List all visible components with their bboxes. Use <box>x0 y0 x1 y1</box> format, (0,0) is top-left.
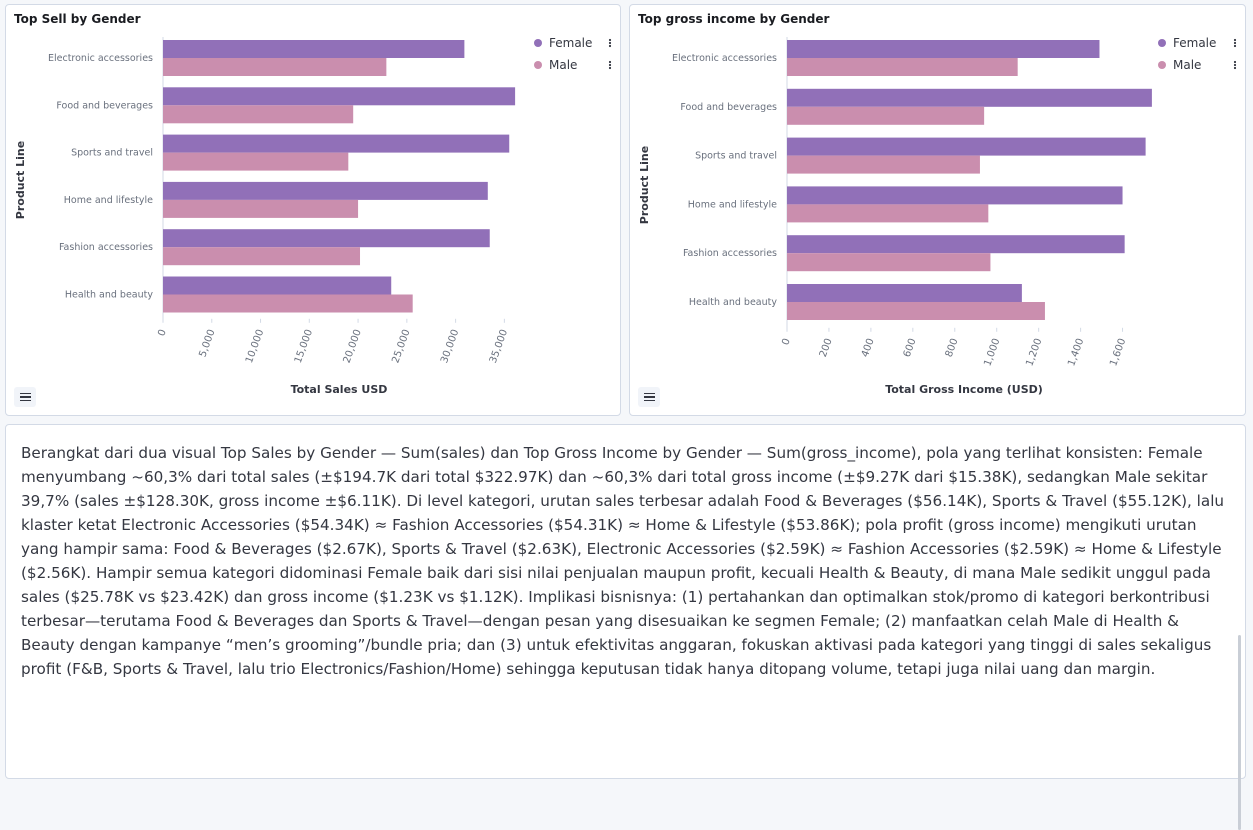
bar-female <box>787 88 1152 107</box>
x-tick-label: 1,000 <box>982 337 1002 368</box>
bar-female <box>163 40 465 58</box>
legend-swatch-male <box>1158 61 1166 69</box>
legend-label-female: Female <box>1173 36 1216 50</box>
panel-title: Top gross income by Gender <box>638 12 830 26</box>
x-tick-label: 20,000 <box>342 328 364 365</box>
narrative-panel: Berangkat dari dua visual Top Sales by G… <box>5 424 1246 830</box>
legend-toggle-button[interactable] <box>14 387 36 407</box>
bar-female <box>787 186 1123 205</box>
x-tick-label: 35,000 <box>488 328 510 365</box>
x-tick-label: 1,200 <box>1024 337 1044 368</box>
bar-female <box>787 284 1022 302</box>
x-tick-label: 400 <box>860 337 877 359</box>
category-label: Health and beauty <box>65 290 154 301</box>
bar-male <box>787 253 991 272</box>
x-axis-title: Total Sales USD <box>291 383 388 396</box>
category-label: Food and beverages <box>680 102 777 113</box>
x-tick-label: 200 <box>818 337 835 359</box>
bar-female <box>787 40 1100 58</box>
category-label: Sports and travel <box>71 148 153 159</box>
more-options-icon[interactable] <box>1233 60 1237 64</box>
list-icon <box>19 391 31 404</box>
bar-male <box>787 155 980 174</box>
bar-female <box>163 229 490 248</box>
bar-male <box>163 152 349 171</box>
gross-income-by-gender-chart: Electronic accessories Food and beverages… <box>638 36 1237 396</box>
bar-male <box>787 58 1018 76</box>
more-options-icon[interactable] <box>1233 41 1237 45</box>
category-label: Food and beverages <box>56 100 153 111</box>
y-axis-title: Product Line <box>14 141 27 219</box>
x-tick-label: 30,000 <box>439 328 461 365</box>
more-options-icon[interactable] <box>608 63 612 67</box>
bar-female <box>163 181 488 200</box>
x-tick-label: 800 <box>944 337 961 359</box>
x-tick-label: 1,600 <box>1108 337 1128 368</box>
x-tick-label: 0 <box>156 328 169 338</box>
bar-male <box>163 247 361 266</box>
category-label: Sports and travel <box>695 151 777 162</box>
bar-male <box>787 302 1045 320</box>
category-label: Electronic accessories <box>672 53 777 64</box>
x-tick-label: 5,000 <box>197 328 217 359</box>
x-tick-label: 600 <box>902 337 919 359</box>
more-options-icon[interactable] <box>608 60 612 64</box>
category-label: Home and lifestyle <box>688 199 777 210</box>
legend-toggle-button[interactable] <box>638 387 660 407</box>
bar-male <box>163 199 359 218</box>
more-options-icon[interactable] <box>608 41 612 45</box>
list-icon <box>643 391 655 404</box>
more-options-icon[interactable] <box>1233 38 1237 42</box>
bar-female <box>163 276 392 295</box>
more-options-icon[interactable] <box>1233 63 1237 67</box>
legend-swatch-male <box>534 61 542 69</box>
scrollbar[interactable] <box>1238 635 1241 830</box>
narrative-text: Berangkat dari dua visual Top Sales by G… <box>21 444 1225 678</box>
bar-male <box>163 294 413 313</box>
bar-male <box>787 204 989 223</box>
more-options-icon[interactable] <box>1233 44 1237 48</box>
gross-income-by-gender-panel: Top gross income by Gender Electronic ac… <box>629 4 1246 416</box>
bar-female <box>787 137 1146 156</box>
x-tick-label: 1,400 <box>1066 337 1086 368</box>
sales-by-gender-chart: Electronic accessories Food and beverages… <box>14 36 612 396</box>
legend-swatch-female <box>1158 39 1166 47</box>
bar-male <box>163 58 387 76</box>
x-axis-title: Total Gross Income (USD) <box>885 383 1043 396</box>
x-tick-label: 25,000 <box>390 328 412 365</box>
legend-label-male: Male <box>549 58 577 72</box>
category-label: Health and beauty <box>689 297 778 308</box>
category-label: Home and lifestyle <box>64 195 153 206</box>
more-options-icon[interactable] <box>608 44 612 48</box>
bar-female <box>163 134 510 153</box>
bar-male <box>163 105 354 124</box>
x-tick-label: 15,000 <box>293 328 315 365</box>
more-options-icon[interactable] <box>608 38 612 42</box>
bar-male <box>787 106 985 125</box>
category-label: Fashion accessories <box>59 242 153 253</box>
category-label: Electronic accessories <box>48 53 153 64</box>
legend-swatch-female <box>534 39 542 47</box>
more-options-icon[interactable] <box>1233 66 1237 70</box>
bar-female <box>163 87 516 106</box>
sales-by-gender-panel: Top Sell by Gender Electronic accessorie… <box>5 4 621 416</box>
more-options-icon[interactable] <box>608 66 612 70</box>
category-label: Fashion accessories <box>683 248 777 259</box>
panel-title: Top Sell by Gender <box>14 12 141 26</box>
legend-label-female: Female <box>549 36 592 50</box>
legend-label-male: Male <box>1173 58 1201 72</box>
x-tick-label: 10,000 <box>244 328 266 365</box>
x-tick-label: 0 <box>780 337 793 347</box>
y-axis-title: Product Line <box>638 146 651 224</box>
bar-female <box>787 235 1125 254</box>
